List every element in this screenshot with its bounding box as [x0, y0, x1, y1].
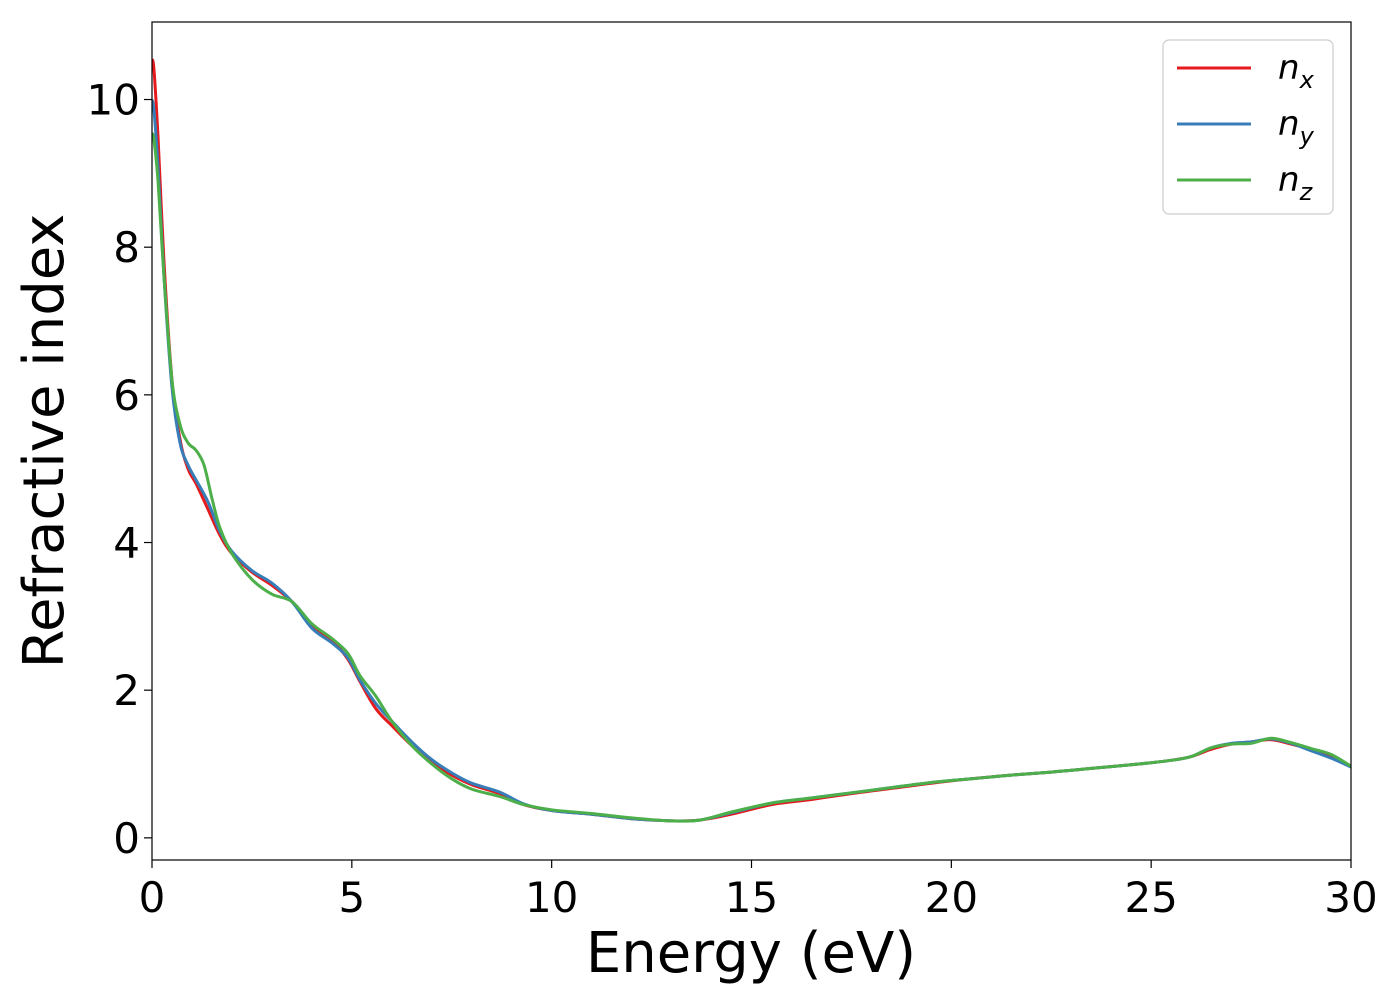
x-tick-label: 5	[338, 873, 365, 922]
legend-label-base: n	[1278, 160, 1300, 200]
x-axis-label: Energy (eV)	[586, 921, 916, 986]
y-axis-label: Refractive index	[12, 214, 77, 669]
legend-label-x: nx	[1278, 48, 1315, 94]
series-line-z	[152, 132, 1351, 823]
y-axis: 0 2 4 6 8 10	[87, 76, 152, 863]
y-tick-label: 4	[113, 519, 140, 568]
legend-label-subscript: y	[1299, 122, 1315, 150]
y-tick-label: 6	[113, 371, 140, 420]
x-tick-label: 30	[1324, 873, 1377, 922]
series-layer	[152, 58, 1351, 823]
legend-label-y: ny	[1278, 104, 1315, 150]
x-tick-label: 0	[139, 873, 166, 922]
legend-label-subscript: x	[1299, 66, 1315, 94]
legend-box	[1162, 39, 1334, 215]
x-tick-label: 15	[725, 873, 778, 922]
x-axis: 0 5 10 15 20 25 30	[139, 860, 1378, 922]
y-tick-label: 10	[87, 76, 140, 125]
y-tick-label: 2	[113, 666, 140, 715]
x-tick-label: 25	[1124, 873, 1177, 922]
legend-label-base: n	[1278, 48, 1300, 88]
x-tick-label: 10	[525, 873, 578, 922]
y-tick-label: 0	[113, 814, 140, 863]
legend-label-subscript: z	[1299, 178, 1314, 206]
x-tick-label: 20	[925, 873, 978, 922]
legend-label-base: n	[1278, 104, 1300, 144]
legend-label-z: nz	[1278, 160, 1314, 206]
y-tick-label: 8	[113, 223, 140, 272]
